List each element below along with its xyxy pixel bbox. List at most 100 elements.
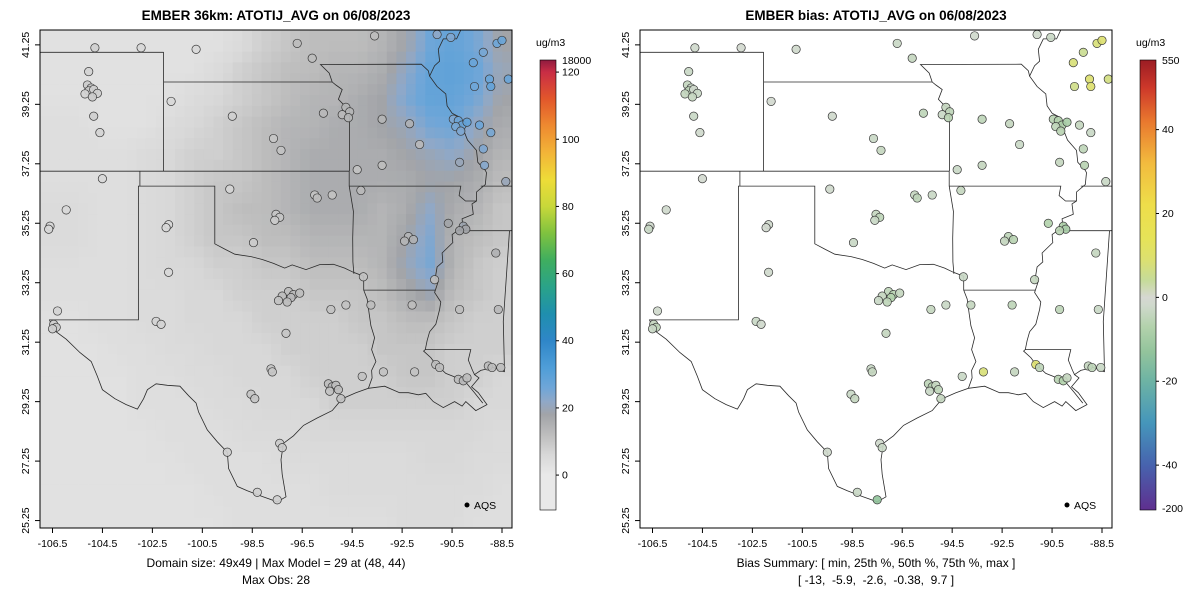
x-tick-label: -96.5 bbox=[290, 538, 314, 550]
y-tick-label: 29.25 bbox=[620, 388, 632, 414]
x-axis: -106.5 -104.5 -102.5 -100.5 -98.5 -96.5 -94.5 -… bbox=[38, 528, 514, 550]
station-dot bbox=[872, 495, 882, 505]
station-dot bbox=[469, 81, 480, 92]
station-dot bbox=[687, 92, 697, 102]
plot-border bbox=[639, 29, 1113, 529]
station-dot bbox=[292, 38, 302, 48]
x-tick-label: -98.5 bbox=[840, 538, 864, 550]
y-tick-label: 39.25 bbox=[620, 91, 632, 117]
colorbar-tick-label: 40 bbox=[562, 335, 574, 347]
station-dot bbox=[268, 133, 279, 144]
station-dot bbox=[377, 114, 387, 124]
raster-layer bbox=[40, 30, 512, 528]
y-tick-label: 25.25 bbox=[20, 507, 32, 533]
station-dot bbox=[1103, 74, 1112, 84]
station-dot bbox=[644, 224, 654, 234]
station-dot bbox=[1079, 160, 1090, 170]
station-dot bbox=[1087, 362, 1097, 373]
model-caption-line2: Max Obs: 28 bbox=[241, 573, 311, 587]
station-dot bbox=[852, 487, 862, 497]
y-tick-label: 27.25 bbox=[620, 448, 632, 474]
station-dot bbox=[358, 272, 368, 282]
station-dot bbox=[281, 328, 291, 338]
boundary-line bbox=[348, 171, 355, 274]
x-tick-label: -92.5 bbox=[990, 538, 1014, 550]
station-dot bbox=[756, 319, 766, 329]
station-dot bbox=[827, 111, 837, 121]
y-tick-label: 35.25 bbox=[620, 210, 632, 236]
y-tick-label: 33.25 bbox=[620, 269, 632, 295]
x-tick-label: -106.5 bbox=[638, 538, 668, 550]
station-dot bbox=[327, 190, 337, 200]
x-tick-label: -92.5 bbox=[390, 538, 414, 550]
station-dot bbox=[1010, 367, 1020, 377]
boundary-line bbox=[1102, 230, 1110, 372]
boundary-line bbox=[425, 349, 475, 375]
colorbar-units-label: ug/m3 bbox=[536, 37, 565, 49]
station-dot bbox=[474, 120, 485, 130]
x-tick-label: -106.5 bbox=[38, 538, 68, 550]
y-tick-label: 27.25 bbox=[20, 448, 32, 474]
plot-border bbox=[39, 29, 513, 529]
station-dot bbox=[156, 319, 166, 329]
station-dot bbox=[1005, 119, 1015, 129]
station-dot bbox=[432, 30, 442, 40]
station-dot bbox=[352, 165, 362, 175]
station-dot bbox=[276, 145, 286, 155]
station-dot bbox=[933, 385, 943, 395]
station-dot bbox=[501, 177, 511, 187]
station-dot bbox=[881, 328, 891, 338]
x-tick-label: -98.5 bbox=[240, 538, 264, 550]
colorbar-max-label: 18000 bbox=[562, 55, 591, 67]
y-tick-label: 37.25 bbox=[620, 150, 632, 176]
station-dot bbox=[273, 296, 284, 306]
aqs-legend-label: AQS bbox=[1074, 500, 1096, 512]
station-dot bbox=[282, 297, 292, 307]
station-dot bbox=[1069, 81, 1080, 92]
station-dot bbox=[95, 128, 105, 138]
station-dot bbox=[267, 367, 277, 377]
station-dot bbox=[97, 174, 107, 184]
station-dot bbox=[877, 443, 887, 453]
station-dot bbox=[1097, 35, 1107, 45]
x-tick-label: -96.5 bbox=[890, 538, 914, 550]
station-dot bbox=[1084, 74, 1095, 84]
station-dot bbox=[415, 139, 425, 150]
x-tick-label: -90.5 bbox=[1040, 538, 1064, 550]
station-dot bbox=[1078, 144, 1088, 154]
station-dot bbox=[430, 275, 440, 285]
station-dot bbox=[486, 81, 496, 92]
station-dot bbox=[907, 53, 917, 63]
station-dot bbox=[468, 58, 478, 68]
boundary-line bbox=[968, 367, 1105, 412]
y-tick-label: 41.25 bbox=[20, 32, 32, 58]
station-dot bbox=[892, 38, 902, 48]
boundary-line bbox=[931, 81, 950, 172]
station-dot bbox=[136, 43, 146, 53]
station-dot bbox=[870, 215, 880, 225]
station-dot bbox=[1074, 120, 1085, 130]
station-dot bbox=[456, 126, 466, 136]
y-axis: 25.25 27.25 29.25 31.25 33.25 35.25 37.25 39.25… bbox=[20, 32, 40, 534]
colorbar-tick-label: 20 bbox=[1162, 208, 1174, 220]
station-dot bbox=[957, 371, 967, 381]
station-dot bbox=[695, 128, 705, 138]
station-dot bbox=[295, 288, 305, 298]
station-dot bbox=[941, 300, 951, 310]
station-dot bbox=[357, 371, 367, 381]
bias-caption-line2: [ -13, -5.9, -2.6, -0.38, 9.7 ] bbox=[797, 573, 955, 587]
station-dot bbox=[377, 160, 387, 170]
station-dot bbox=[876, 145, 886, 155]
station-dot bbox=[868, 133, 879, 144]
boundary-line bbox=[949, 185, 1077, 202]
station-dot bbox=[764, 267, 774, 277]
station-dot bbox=[356, 185, 366, 196]
station-dot bbox=[191, 44, 201, 54]
boundary-line bbox=[349, 185, 477, 202]
model-caption-line1: Domain size: 49x49 | Max Model = 29 at (… bbox=[146, 556, 406, 570]
x-tick-label: -102.5 bbox=[737, 538, 767, 550]
station-dot bbox=[272, 495, 282, 505]
